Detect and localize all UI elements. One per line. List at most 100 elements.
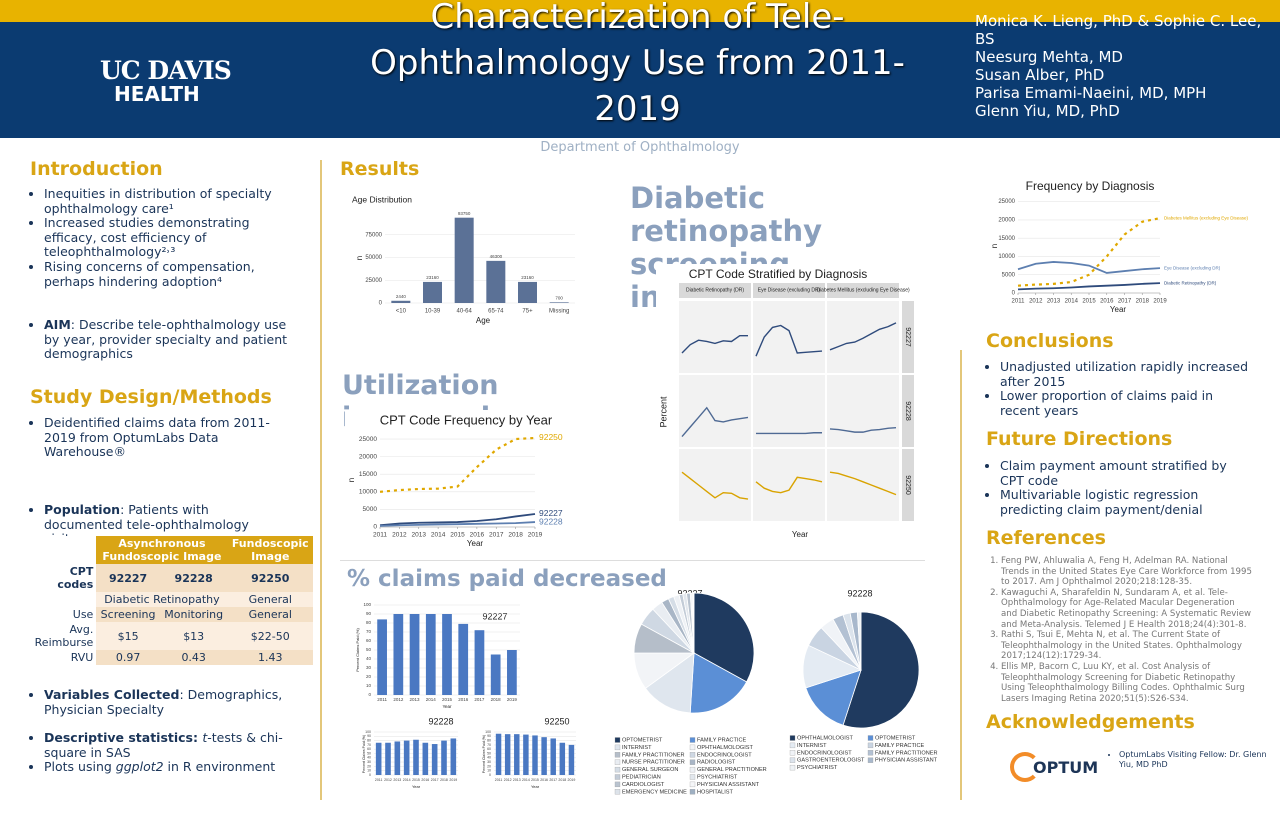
legend-label: OPHTHALMOLOGIST: [697, 745, 754, 751]
series-label: Eye Disease (excluding DR): [1164, 265, 1221, 270]
logo: HEALTH: [114, 82, 200, 106]
bar: [568, 744, 575, 775]
strip: [902, 301, 914, 373]
heading: Acknowledgements: [986, 711, 1195, 733]
x-tick-label: 2016: [1100, 299, 1114, 305]
legend-swatch: [789, 757, 796, 763]
y-tick-label: 100: [485, 730, 491, 734]
chart-title: 92227: [482, 611, 507, 621]
panel: [827, 375, 899, 447]
bar: [377, 619, 387, 695]
panel: [827, 449, 899, 521]
series-label: 92228: [539, 516, 563, 526]
bullet-text: -tests & chi-square in SAS: [44, 730, 283, 760]
series-label: 92227: [539, 508, 563, 518]
bullet-text: Rising concerns of compensation, perhaps…: [44, 258, 255, 289]
line: [755, 324, 823, 357]
chart-title: 92228: [428, 716, 453, 726]
legend-swatch: [689, 789, 696, 795]
bar: [504, 734, 511, 775]
bar: [532, 735, 538, 775]
y-tick-label: 30: [366, 665, 372, 670]
bullet: AIM: Describe tele-ophthalmology use by …: [44, 317, 294, 362]
legend-label: NURSE PRACTITIONER: [622, 760, 685, 766]
bullet: Multivariable logistic regression predic…: [1000, 487, 1250, 517]
x-tick-label: 2018: [440, 778, 448, 782]
x-tick-label: 2017: [474, 697, 485, 702]
heading: References: [986, 527, 1106, 549]
bar: [458, 623, 469, 695]
y-tick-label: 10000: [359, 489, 377, 496]
bar: [518, 281, 537, 303]
y-tick-label: 20000: [359, 453, 377, 460]
author: Monica K. Lieng, PhD & Sophie C. Lee, BS: [975, 12, 1262, 48]
bullet-text: Unadjusted utilization rapidly increased…: [1000, 359, 1249, 389]
legend-swatch: [689, 759, 696, 765]
y-tick-label: 100: [363, 602, 371, 607]
header-band: [0, 22, 1280, 138]
bar: [559, 742, 566, 775]
cell: 1.43: [258, 651, 283, 664]
y-tick-label: 50: [487, 751, 491, 755]
bullet-list: Inequities in distribution of specialty …: [30, 186, 294, 289]
y-tick-label: 30: [367, 760, 371, 764]
y-tick-label: 70: [366, 629, 372, 634]
y-tick-label: 30: [487, 760, 491, 764]
legend-swatch: [789, 750, 796, 756]
legend-swatch: [789, 764, 796, 771]
legend-swatch: [614, 774, 621, 780]
bullet: Variables Collected: Demographics, Physi…: [44, 687, 294, 717]
heading: Conclusions: [986, 330, 1114, 352]
reference: Ellis MP, Bacorn C, Luu KY, et al. Cost …: [1001, 662, 1253, 704]
legend-label: FAMILY PRACTICE: [875, 743, 924, 749]
pie-slice: [644, 652, 695, 714]
pie-slice: [689, 652, 748, 714]
chart-title: CPT Code Stratified by Diagnosis: [689, 267, 868, 281]
x-tick-label: 2015: [1082, 299, 1096, 305]
bar: [403, 740, 410, 775]
bar: [431, 744, 438, 775]
legend-label: PHYSICIAN ASSISTANT: [875, 758, 938, 764]
legend-swatch: [614, 759, 621, 765]
y-tick-label: 80: [487, 739, 491, 743]
heading: Results: [340, 158, 420, 180]
legend-label: PSYCHIATRIST: [697, 774, 738, 780]
line: [379, 521, 536, 527]
title: Characterization of Tele-Ophthalmology U…: [370, 0, 905, 129]
x-tick-label: 2014: [431, 532, 446, 539]
panel: [679, 301, 751, 373]
reference: Rathi S, Tsui E, Mehta N, et al. The Cur…: [1001, 630, 1253, 662]
table-header: Fundoscopic Image: [227, 536, 313, 564]
bar: [474, 630, 485, 695]
cell: 92228: [174, 571, 213, 585]
data-label: 23160: [426, 275, 439, 280]
strip-label: 92227: [904, 327, 911, 347]
x-tick-label: 2011: [375, 778, 383, 782]
legend-swatch: [614, 744, 621, 751]
divider: [960, 350, 962, 800]
y-tick-label: 25000: [998, 199, 1015, 205]
optum-icon: [1010, 752, 1040, 782]
bar: [375, 742, 382, 775]
bar: [393, 614, 404, 695]
y-axis-label: Percent: [658, 396, 668, 428]
x-tick-label: 2013: [393, 778, 401, 782]
bar: [450, 738, 457, 775]
bar: [442, 614, 452, 695]
legend-label: INTERNIST: [797, 743, 827, 749]
y-tick-label: 75000: [365, 232, 382, 238]
legend-label: FAMILY PRACTITIONER: [875, 750, 938, 756]
legend-label: GASTROENTEROLOGIST: [797, 758, 865, 764]
y-tick-label: 60: [487, 747, 491, 751]
x-tick-label: 2016: [458, 697, 469, 702]
heading: Future Directions: [986, 428, 1173, 450]
legend-swatch: [689, 752, 696, 758]
x-axis-label: Year: [412, 784, 421, 789]
bar: [507, 650, 517, 695]
bullet-text: Variables Collected: [44, 687, 180, 702]
x-tick-label: 2011: [1012, 299, 1026, 305]
bullet: Claim payment amount stratified by CPT c…: [1000, 458, 1250, 488]
x-tick-label: 2011: [377, 697, 387, 702]
x-tick-label: 2011: [373, 532, 387, 539]
author: Susan Alber, PhD: [975, 66, 1105, 84]
